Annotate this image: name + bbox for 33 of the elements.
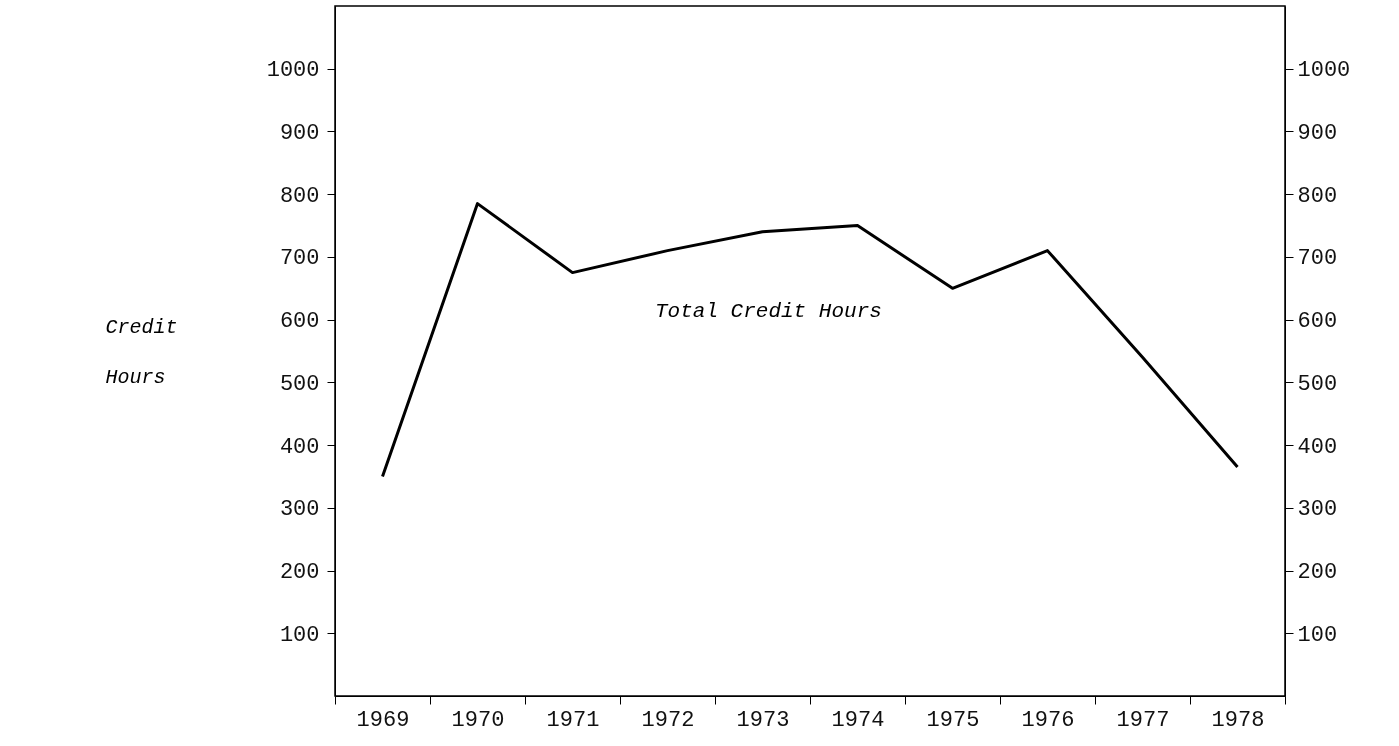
x-tick-label: 1972 (641, 707, 695, 733)
y-tick-label: 700 (279, 246, 320, 272)
y2-tick-label: 600 (1297, 309, 1338, 335)
y2-tick-label: 100 (1297, 622, 1338, 648)
y-tick-label: 900 (279, 120, 320, 146)
text: Total Credit Hours (655, 300, 882, 323)
y2-tick-label: 300 (1297, 497, 1338, 523)
y-tick-label: 800 (279, 183, 320, 209)
x-tick-label: 1976 (1021, 707, 1075, 733)
y2-tick-label: 500 (1297, 371, 1338, 397)
y-tick-label: 300 (279, 497, 320, 523)
x-tick-label: 1973 (736, 707, 790, 733)
y-tick-label: 200 (279, 560, 320, 586)
x-tick-label: 1974 (831, 707, 885, 733)
y2-tick-label: 900 (1297, 120, 1338, 146)
y-tick-label: 600 (279, 309, 320, 335)
text: Credit Hours (105, 315, 178, 389)
y2-tick-label: 700 (1297, 246, 1338, 272)
y-tick-label: 400 (279, 434, 320, 460)
y2-tick-label: 800 (1297, 183, 1338, 209)
x-tick-label: 1969 (356, 707, 410, 733)
y-tick-label: 500 (279, 371, 320, 397)
x-tick-label: 1970 (451, 707, 505, 733)
y-tick-label: 100 (279, 622, 320, 648)
y-tick-label: 1000 (266, 58, 320, 84)
y2-tick-label: 1000 (1297, 58, 1351, 84)
x-tick-label: 1977 (1116, 707, 1170, 733)
x-tick-label: 1971 (546, 707, 600, 733)
x-tick-label: 1975 (926, 707, 980, 733)
line-series (381, 202, 1239, 478)
y2-tick-label: 400 (1297, 434, 1338, 460)
y2-tick-label: 200 (1297, 560, 1338, 586)
x-tick-label: 1978 (1211, 707, 1265, 733)
